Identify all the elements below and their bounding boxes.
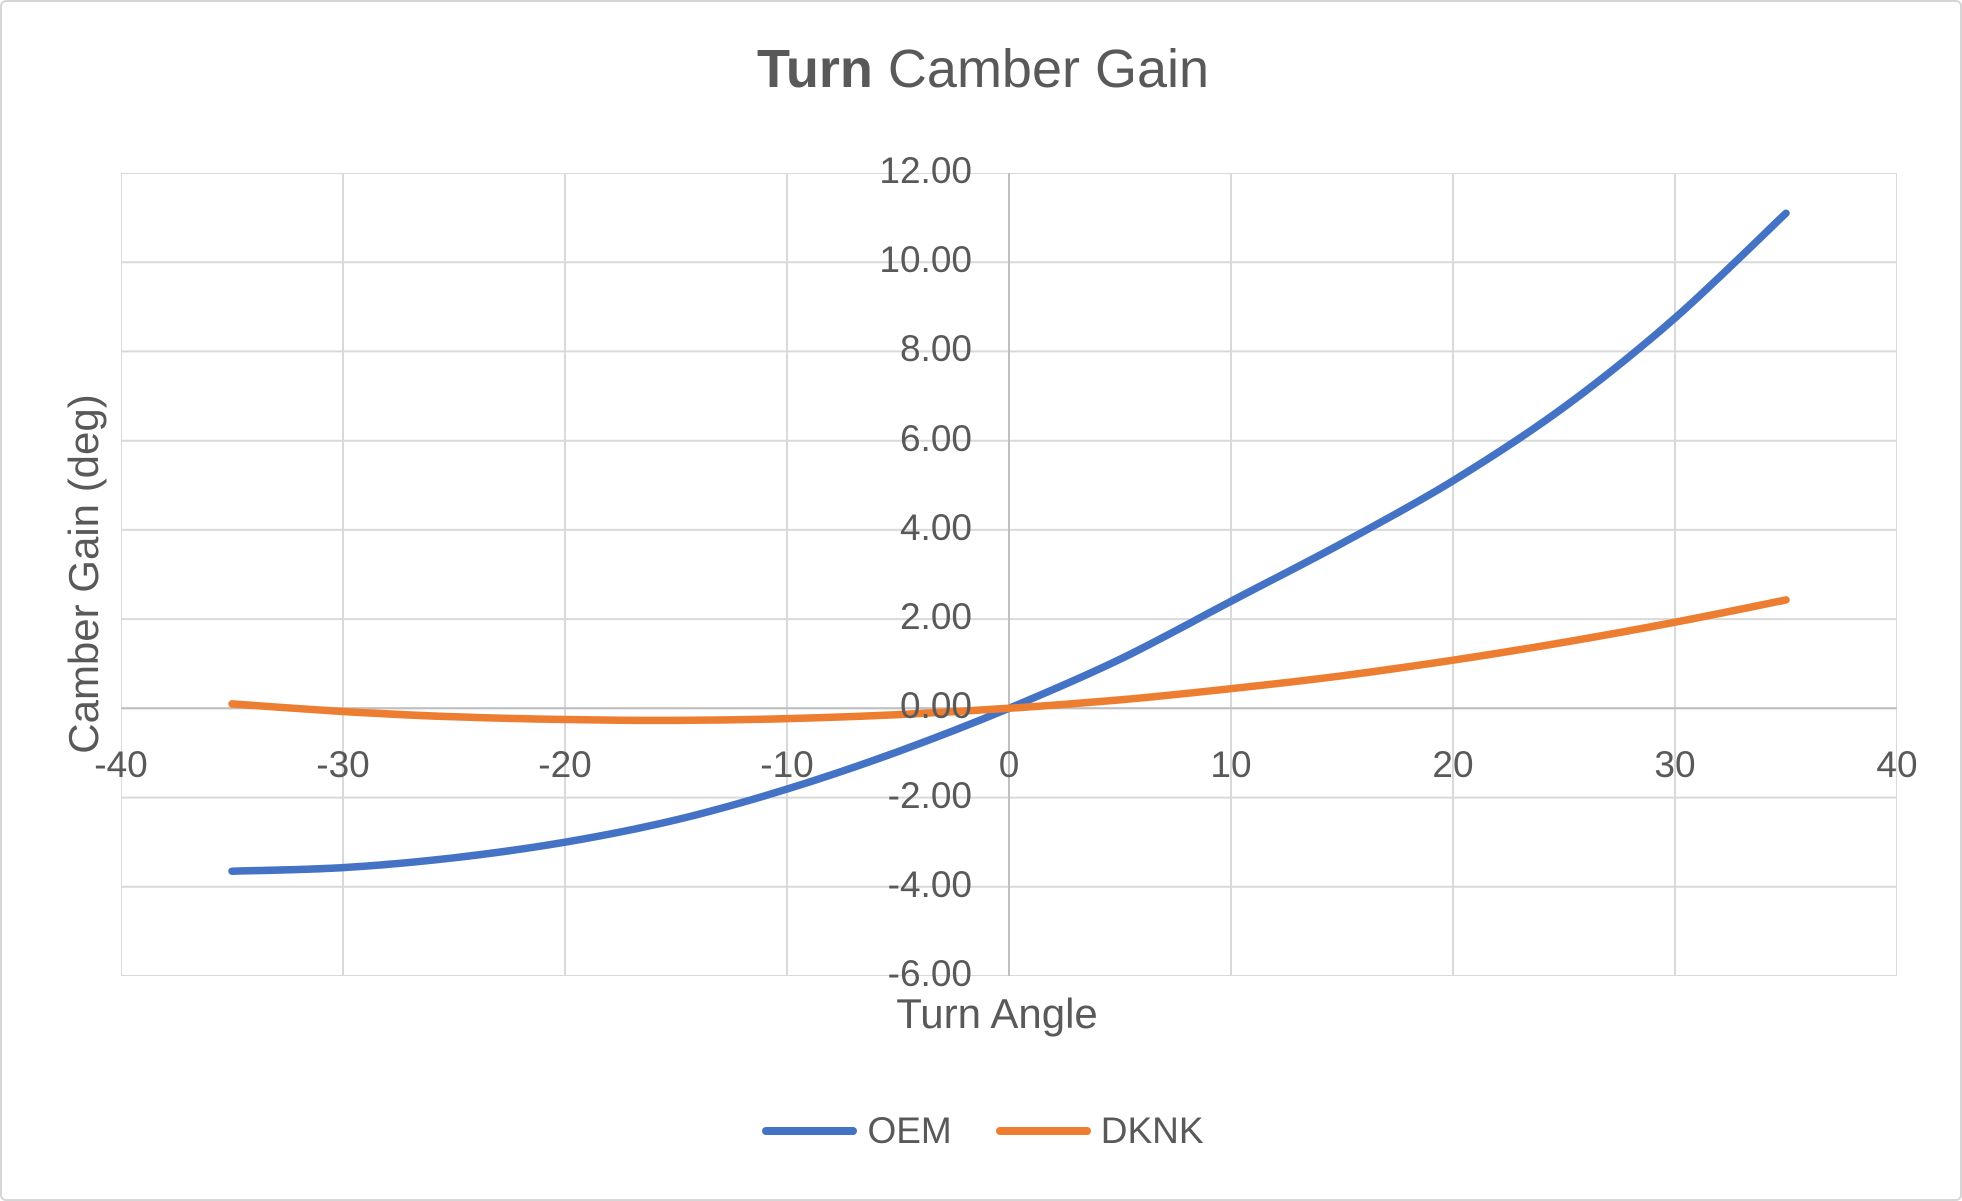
- x-tick-label: -20: [538, 744, 592, 786]
- x-tick-label: 30: [1654, 744, 1696, 786]
- y-tick-label: 4.00: [899, 506, 972, 548]
- chart-title: Turn Camber Gain: [2, 38, 1960, 100]
- y-axis-title: Camber Gain (deg): [60, 394, 107, 754]
- legend-item-oem: OEM: [762, 1110, 952, 1152]
- legend-swatch-oem: [762, 1127, 858, 1135]
- legend-label: OEM: [867, 1110, 952, 1151]
- chart-title-regular-part: Camber Gain: [872, 39, 1210, 99]
- x-tick-label: 40: [1876, 744, 1918, 786]
- x-tick-label: 10: [1210, 744, 1252, 786]
- legend-item-dknk: DKNK: [995, 1110, 1204, 1152]
- plot-area: [121, 173, 1897, 976]
- y-tick-label: 10.00: [879, 239, 972, 281]
- x-tick-label: -30: [316, 744, 370, 786]
- y-tick-label: 8.00: [899, 328, 972, 370]
- series-line-dknk: [228, 596, 1790, 725]
- y-tick-label: -4.00: [887, 863, 972, 905]
- y-tick-label: -2.00: [887, 774, 972, 816]
- legend-swatch-dknk: [995, 1127, 1091, 1135]
- chart-title-bold-part: Turn: [756, 39, 873, 99]
- y-tick-label: -6.00: [887, 953, 972, 994]
- y-tick-label: 2.00: [899, 596, 972, 638]
- y-tick-label: 6.00: [899, 417, 972, 459]
- x-axis-title: Turn Angle: [896, 990, 1098, 1037]
- y-tick-label: 12.00: [879, 150, 972, 191]
- x-tick-label: 20: [1432, 744, 1474, 786]
- series-line-oem: [228, 209, 1790, 875]
- x-tick-label: -10: [760, 744, 814, 786]
- y-tick-label: 0.00: [899, 685, 972, 727]
- x-tick-label: 0: [998, 744, 1020, 786]
- x-tick-label: -40: [94, 744, 148, 786]
- legend-label: DKNK: [1100, 1110, 1204, 1151]
- legend: OEM DKNK: [2, 1110, 1960, 1152]
